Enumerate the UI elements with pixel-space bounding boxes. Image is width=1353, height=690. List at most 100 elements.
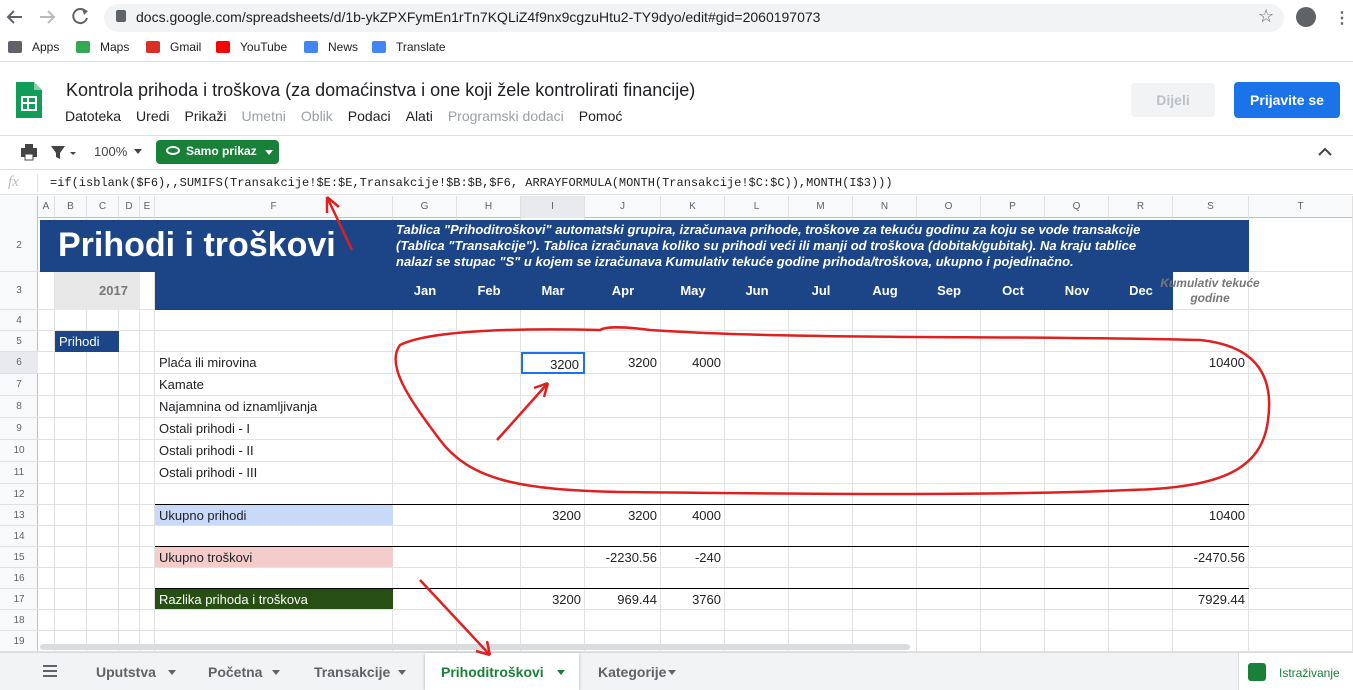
sheet-tab-label[interactable]: Uputstva [96, 664, 156, 680]
signin-button[interactable]: Prijavite se [1234, 82, 1340, 118]
cell-value: -240 [694, 550, 721, 565]
grid-line [980, 218, 981, 652]
column-header: M [789, 196, 853, 218]
bookmark[interactable]: News [328, 40, 359, 54]
year: 2017 [87, 272, 140, 310]
collapse-icon[interactable] [1316, 145, 1334, 159]
cell-value: 3200 [521, 352, 585, 374]
menu-item[interactable]: Prikaži [184, 108, 227, 124]
menu-item[interactable]: Umetni [241, 108, 286, 124]
bookmark-icon [216, 41, 230, 53]
banner [40, 220, 1249, 272]
share-button[interactable]: Dijeli [1131, 83, 1215, 117]
grid-line [54, 218, 55, 652]
formula-bar [0, 171, 1353, 195]
view-mode[interactable]: Samo prikaz [186, 144, 257, 158]
row-header: 10 [0, 440, 38, 462]
sheet-tab-label[interactable]: Prihoditroškovi [441, 664, 544, 680]
grid-line [38, 395, 1353, 396]
tab-caret [557, 670, 565, 675]
banner-title: Prihodi i troškovi [58, 226, 336, 264]
row-header: 15 [0, 547, 38, 568]
zoom[interactable]: 100% [94, 144, 128, 159]
year-left [55, 272, 87, 310]
cell-value: 4000 [692, 508, 721, 523]
menu-item[interactable]: Alati [405, 108, 433, 124]
cell-value: -2470.56 [1193, 550, 1245, 565]
grid-line [38, 439, 1353, 440]
tab-caret [168, 670, 176, 675]
profile-icon[interactable] [1296, 7, 1316, 27]
menu-item[interactable]: Oblik [300, 108, 333, 124]
month-header: Aug [872, 283, 898, 298]
grid-line [38, 330, 1353, 331]
section-label: Prihodi [55, 331, 119, 352]
grid-line [139, 218, 140, 652]
sheet-tab-label[interactable]: Transakcije [314, 664, 391, 680]
grid-line [852, 218, 853, 652]
view-mode-caret [265, 150, 273, 155]
month-header: Oct [1002, 283, 1024, 298]
bookmark[interactable]: Apps [32, 40, 60, 54]
menu-item[interactable]: Uredi [136, 108, 170, 124]
grid-line [38, 630, 1353, 631]
grid-line [38, 609, 1353, 610]
row-header: 7 [0, 374, 38, 396]
column-header: B [55, 196, 87, 218]
cell-value: -2230.56 [605, 550, 657, 565]
row-label: Razlika prihoda i troškova [155, 589, 393, 609]
column-header: D [119, 196, 140, 218]
bookmark[interactable]: YouTube [240, 40, 288, 54]
document-title[interactable]: Kontrola prihoda i troškova (za domaćins… [66, 80, 696, 100]
menu-bar: Datoteka Uredi Prikaži Umetni Oblik Podaci Ala… [65, 108, 637, 124]
month-header: Mar [541, 283, 565, 298]
grid-line [38, 651, 1353, 652]
menu-icon[interactable]: ⋮ [1334, 10, 1350, 27]
month-header: Dec [1129, 283, 1153, 298]
sheet-tab-label[interactable]: Početna [208, 664, 263, 680]
bookmark-icon [8, 41, 22, 53]
column-header: I [521, 196, 585, 218]
column-header: O [917, 196, 981, 218]
cell-value: 3760 [692, 592, 721, 607]
grid-line [916, 218, 917, 652]
menu-item[interactable]: Pomoć [578, 108, 623, 124]
column-header: S [1173, 196, 1249, 218]
address-bar[interactable] [104, 4, 1284, 32]
cell-value: 969.44 [617, 592, 657, 607]
row-label: Najamnina od iznamljivanja [159, 399, 318, 414]
row-header: 18 [0, 610, 38, 631]
bookmark[interactable]: Gmail [170, 40, 202, 54]
bookmark[interactable]: Translate [396, 40, 446, 54]
formula-divider [37, 174, 38, 192]
row-header: 11 [0, 462, 38, 484]
bookmark[interactable]: Maps [100, 40, 130, 54]
row-label: Plaća ili mirovina [159, 355, 257, 370]
formula: =if(isblank($F6),,SUMIFS(Transakcije!$E:… [50, 176, 893, 190]
row-header: 16 [0, 568, 38, 589]
row-header: 5 [0, 331, 38, 352]
grid-line [86, 218, 87, 652]
menu-item[interactable]: Podaci [347, 108, 391, 124]
row-label: Ukupno troškovi [155, 547, 393, 567]
explore[interactable]: Istraživanje [1279, 666, 1340, 680]
cumulative-header: Kumulativ tekuće godine [1160, 276, 1260, 305]
grid-line [788, 218, 789, 652]
menu-item[interactable]: Datoteka [65, 108, 122, 124]
menu-item[interactable]: Programski dodaci [447, 108, 564, 124]
grid-line [38, 461, 1353, 462]
bookmark-icon [76, 41, 90, 53]
row-header: 17 [0, 589, 38, 610]
grid-line [38, 373, 1353, 374]
row-header: 3 [0, 272, 38, 310]
row-header: 9 [0, 418, 38, 440]
star-icon[interactable]: ☆ [1258, 6, 1275, 26]
column-header: G [393, 196, 457, 218]
month-header: Jul [811, 283, 831, 298]
sheet-tab[interactable] [425, 653, 579, 690]
sheet-tab-label[interactable]: Kategorije [598, 664, 667, 680]
all-sheets-icon[interactable] [43, 665, 57, 677]
bookmark-icon [146, 41, 160, 53]
tab-caret [398, 670, 406, 675]
month-header: May [680, 283, 706, 298]
